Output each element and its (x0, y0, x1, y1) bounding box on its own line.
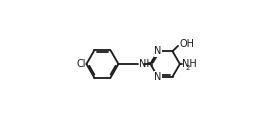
Text: NH: NH (139, 59, 154, 69)
Text: N: N (154, 46, 161, 56)
Text: OH: OH (179, 39, 195, 49)
Text: NH: NH (182, 59, 197, 69)
Text: N: N (154, 72, 161, 82)
Text: Cl: Cl (76, 59, 86, 69)
Text: 2: 2 (185, 65, 190, 71)
